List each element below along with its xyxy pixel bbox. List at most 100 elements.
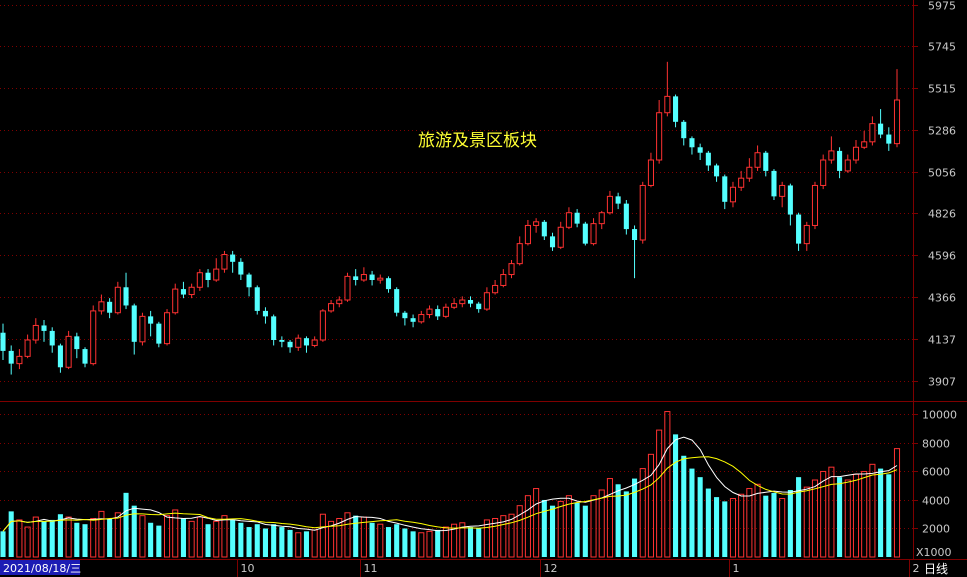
candle — [796, 212, 802, 251]
volume-bar — [516, 505, 523, 558]
volume-moving-averages — [2, 436, 898, 532]
candle-body — [344, 275, 351, 301]
volume-bar — [647, 453, 654, 558]
candle-body — [74, 336, 80, 350]
volume-bar — [878, 468, 884, 557]
candle-body — [771, 170, 777, 197]
candle-body — [844, 159, 851, 172]
candle-body — [763, 152, 769, 171]
candle-body — [246, 274, 252, 288]
volume-bar — [606, 478, 613, 558]
volume-bar — [664, 411, 671, 558]
candle-body — [886, 134, 892, 144]
candle — [385, 276, 392, 293]
volume-bar — [98, 510, 105, 558]
volume-bar — [886, 474, 892, 557]
candle-body — [49, 330, 55, 346]
candle — [262, 307, 269, 324]
candle-body — [697, 147, 703, 153]
candle — [837, 147, 843, 179]
candle — [188, 283, 195, 299]
volume-bar — [631, 478, 638, 557]
candle-body — [557, 226, 564, 248]
candle — [16, 349, 23, 370]
volume-bar — [705, 488, 711, 557]
volume-bar — [123, 492, 129, 557]
volume-bar — [90, 518, 97, 558]
candle — [451, 298, 458, 310]
volume-tick-label: 6000 — [922, 466, 950, 479]
price-tick-label: 4366 — [928, 292, 956, 305]
volume-bar — [483, 519, 490, 558]
volume-bar — [74, 522, 80, 557]
candle-body — [41, 325, 47, 331]
volume-bar — [590, 495, 597, 558]
candle — [295, 334, 302, 351]
candle-body — [787, 185, 793, 215]
candle-body — [188, 286, 195, 296]
candle-body — [65, 335, 72, 368]
candle — [139, 312, 146, 346]
candle — [746, 158, 753, 182]
candle-body — [837, 150, 843, 171]
candle — [156, 321, 162, 348]
candle-body — [689, 138, 695, 148]
volume-bar — [787, 489, 793, 557]
candle-body — [500, 274, 507, 286]
candle-body — [483, 292, 490, 310]
candle-body — [615, 196, 621, 204]
candle — [0, 323, 6, 360]
volume-bar — [65, 516, 72, 558]
candle — [467, 296, 474, 308]
candle — [230, 250, 236, 273]
volume-bar — [57, 514, 63, 557]
volume-bar — [811, 479, 819, 558]
candle — [279, 336, 285, 348]
candle-body — [738, 177, 745, 188]
candle — [565, 207, 572, 230]
volume-bar — [714, 497, 720, 557]
volume-bar — [837, 477, 843, 557]
candle — [410, 314, 416, 328]
candle — [673, 94, 679, 128]
volume-bar — [459, 522, 466, 558]
candle — [328, 300, 335, 313]
volume-bar — [689, 468, 695, 557]
volume-bar — [803, 486, 810, 558]
candle — [148, 310, 154, 337]
volume-bar — [771, 492, 777, 557]
candle-body — [196, 272, 203, 288]
volume-bar — [163, 515, 171, 558]
candle-body — [287, 341, 293, 348]
candle-body — [647, 159, 654, 186]
candle — [98, 294, 105, 315]
candle — [303, 336, 310, 353]
volume-bar — [557, 500, 564, 558]
volume-bar — [49, 519, 55, 557]
candle — [714, 163, 720, 182]
candle — [533, 218, 540, 233]
candle-body — [172, 288, 179, 314]
candle-body — [574, 212, 580, 224]
candle — [82, 347, 88, 368]
candle-body — [114, 286, 121, 314]
candle — [738, 170, 745, 191]
candle — [869, 116, 876, 146]
volume-bar — [377, 523, 384, 558]
candle — [492, 280, 499, 295]
candle — [131, 303, 137, 355]
candle — [664, 61, 671, 117]
volume-bar — [246, 527, 252, 557]
candle — [402, 310, 408, 326]
period-label[interactable]: 日线 — [924, 562, 948, 576]
candle — [763, 150, 769, 177]
price-tick-label: 5975 — [928, 0, 956, 13]
month-label: 12 — [544, 562, 558, 575]
volume-bar — [549, 505, 556, 557]
candle — [360, 267, 367, 282]
candle-body — [852, 146, 860, 161]
volume-bar — [844, 479, 851, 558]
candle-body — [681, 121, 687, 139]
volume-bar — [738, 493, 745, 558]
volume-bar — [476, 528, 482, 557]
